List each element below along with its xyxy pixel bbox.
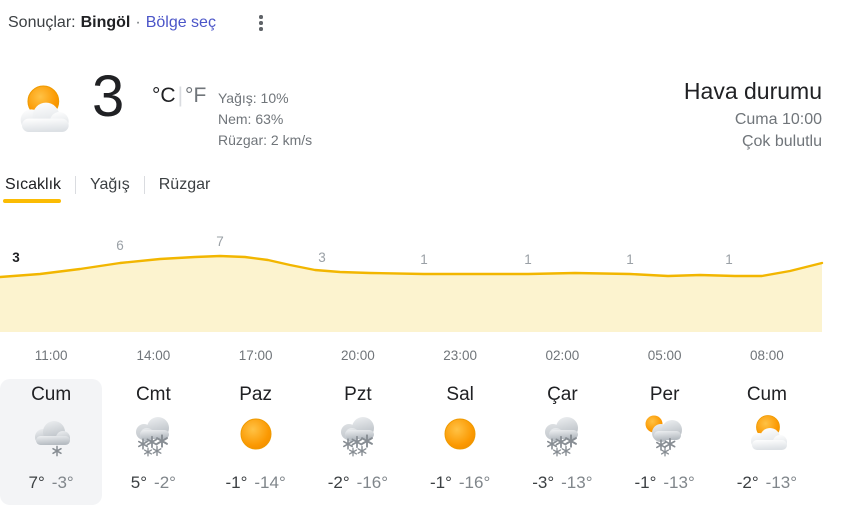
low-temp: -14° (254, 473, 286, 492)
day-label: Çar (547, 384, 578, 405)
forecast-card-cum2[interactable]: Cum -2° -13° (716, 379, 818, 505)
tab-yagis[interactable]: Yağış (90, 176, 130, 193)
chart-label: 1 (524, 252, 532, 267)
unit-toggle: °C|°F (152, 84, 206, 108)
day-label: Paz (239, 384, 272, 405)
temperature-chart[interactable]: 3 6 7 3 1 1 1 1 (0, 216, 850, 338)
tab-divider (143, 176, 145, 194)
precipitation-value: 10% (260, 90, 289, 106)
wind-value: 2 km/s (270, 132, 313, 148)
high-temp: -1° (225, 473, 248, 492)
wind-row: Rüzgar: 2 km/s (218, 130, 312, 151)
cloud-light-snow-icon (27, 410, 75, 460)
breadcrumb: Sonuçlar: Bingöl · Bölge seç (8, 14, 216, 32)
current-temperature: 3 (92, 64, 125, 129)
sunny-icon (232, 410, 280, 460)
forecast-card-cmt[interactable]: Cmt 5° -2° (102, 379, 204, 505)
forecast-card-pzt[interactable]: Pzt -2° -16° (307, 379, 409, 505)
high-temp: -3° (532, 473, 555, 492)
snow-icon (334, 410, 382, 460)
day-label: Sal (446, 384, 474, 405)
snow-showers-icon (641, 410, 689, 460)
forecast-card-sal[interactable]: Sal -1° -16° (409, 379, 511, 505)
sunny-icon (436, 410, 484, 460)
widget-title: Hava durumu (683, 78, 822, 104)
chart-tabs: Sıcaklık Yağış Rüzgar (5, 176, 224, 194)
chart-label: 3 (318, 250, 326, 265)
tab-sicaklik[interactable]: Sıcaklık (5, 176, 62, 193)
high-temp: -1° (634, 473, 657, 492)
precipitation-row: Yağış: 10% (218, 88, 312, 109)
time-tick[interactable]: 08:00 (749, 348, 784, 363)
time-tick[interactable]: 14:00 (136, 348, 171, 363)
snow-icon (129, 410, 177, 460)
low-temp: -13° (765, 473, 798, 492)
high-temp: -2° (327, 473, 350, 492)
forecast-card-paz[interactable]: Paz -1° -14° (205, 379, 307, 505)
humidity-row: Nem: 63% (218, 109, 312, 130)
chart-label: 1 (626, 252, 634, 267)
forecast-card-per[interactable]: Per -1° -13° (614, 379, 716, 505)
time-tick[interactable]: 23:00 (443, 348, 478, 363)
timeline: 11:00 14:00 17:00 20:00 23:00 02:00 05:0… (0, 348, 818, 363)
day-label: Pzt (344, 384, 372, 405)
region-select-link[interactable]: Bölge seç (145, 14, 216, 31)
high-temp: -2° (736, 473, 759, 492)
celsius-toggle[interactable]: °C (152, 84, 176, 107)
tab-divider (75, 176, 77, 194)
low-temp: -13° (561, 473, 593, 492)
humidity-label: Nem: (218, 111, 252, 127)
results-label: Sonuçlar: (8, 14, 76, 31)
snow-icon (538, 410, 586, 460)
day-label: Cmt (135, 384, 171, 405)
fahrenheit-toggle[interactable]: °F (185, 84, 207, 107)
low-temp: -16° (356, 473, 389, 492)
chart-label: 7 (216, 234, 224, 249)
forecast-row: Cum 7° -3° Cmt 5° -2° Paz -1° -14° Pzt -2° -… (0, 379, 818, 505)
high-temp: -1° (429, 473, 452, 492)
humidity-value: 63% (255, 111, 284, 127)
current-details: Yağış: 10% Nem: 63% Rüzgar: 2 km/s (218, 88, 312, 151)
chart-label-current: 3 (12, 250, 20, 265)
day-label: Cum (746, 384, 787, 405)
high-temp: 5° (130, 473, 148, 492)
chart-area-fill (0, 256, 822, 332)
summary-datetime: Cuma 10:00 (734, 111, 822, 128)
forecast-card-car[interactable]: Çar -3° -13° (511, 379, 613, 505)
forecast-card-cum1[interactable]: Cum 7° -3° (0, 379, 103, 505)
location-name: Bingöl (80, 14, 131, 31)
current-weather-icon (3, 80, 81, 144)
time-tick[interactable]: 20:00 (340, 348, 375, 363)
chart-label: 6 (116, 238, 124, 253)
high-temp: 7° (28, 473, 45, 492)
low-temp: -16° (458, 473, 491, 492)
active-tab-underline (3, 199, 61, 203)
chart-label: 1 (725, 252, 733, 267)
time-tick[interactable]: 17:00 (238, 348, 273, 363)
overflow-menu-icon[interactable] (252, 13, 270, 33)
low-temp: -13° (663, 473, 695, 492)
time-tick[interactable]: 11:00 (34, 348, 68, 363)
separator-dot: · (135, 14, 141, 31)
precipitation-label: Yağış: (218, 90, 257, 106)
time-tick[interactable]: 02:00 (545, 348, 580, 363)
low-temp: -3° (51, 473, 74, 492)
chart-label: 1 (420, 252, 428, 267)
low-temp: -2° (154, 473, 176, 492)
wind-label: Rüzgar: (218, 132, 268, 148)
day-label: Cum (31, 384, 72, 405)
summary-condition: Çok bulutlu (741, 133, 822, 150)
partly-cloudy-icon (743, 410, 791, 460)
chart-line (0, 254, 824, 279)
unit-divider: | (177, 84, 184, 107)
time-tick[interactable]: 05:00 (647, 348, 682, 363)
weather-summary: Hava durumu Cuma 10:00 Çok bulutlu (684, 78, 822, 153)
day-label: Per (649, 384, 680, 405)
tab-ruzgar[interactable]: Rüzgar (158, 176, 211, 193)
